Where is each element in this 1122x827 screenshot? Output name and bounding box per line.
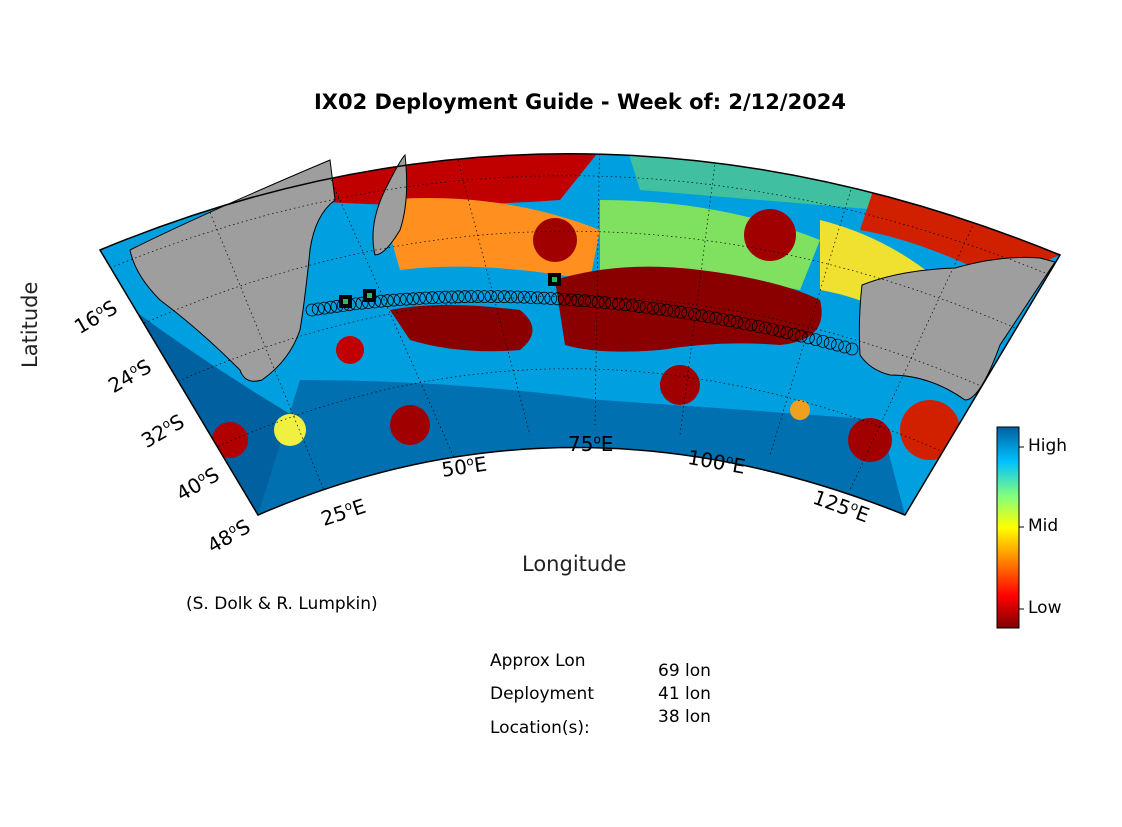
track-point: [425, 291, 439, 305]
track-point: [695, 309, 709, 323]
colorbar-high-label: High: [1028, 436, 1068, 456]
track-point: [730, 315, 744, 329]
track-point: [451, 290, 465, 304]
track-point: [660, 303, 674, 317]
map-frame: [98, 153, 1062, 516]
colorbar-mid-label: Mid: [1028, 516, 1059, 536]
track-point: [646, 301, 660, 315]
info-label-approx-lon: Approx Lon: [490, 651, 586, 671]
chart-title: IX02 Deployment Guide - Week of: 2/12/20…: [313, 90, 847, 114]
track-point: [531, 291, 544, 305]
track-point: [584, 294, 598, 308]
track-point: [831, 338, 844, 352]
track-point: [766, 323, 779, 336]
track-point: [355, 296, 369, 310]
track-point: [317, 301, 331, 315]
y-axis-label: Latitude: [18, 281, 42, 368]
track-point: [823, 336, 837, 350]
track-point: [681, 306, 695, 320]
track-point: [723, 314, 737, 328]
track-point: [464, 290, 478, 304]
track-point: [504, 290, 518, 304]
colorbar: [996, 426, 1020, 629]
africa-land: [129, 159, 336, 382]
track-point: [406, 292, 420, 306]
track-point: [491, 290, 505, 304]
track-point: [838, 340, 852, 354]
deployment-lon-value: 69 lon: [658, 661, 711, 681]
track-point: [759, 321, 772, 335]
track-point: [794, 329, 808, 343]
track-point: [544, 292, 558, 305]
track-point: [845, 342, 859, 356]
deployment-markers: [339, 273, 561, 308]
track-point: [393, 293, 407, 307]
track-point: [438, 290, 452, 304]
track-point: [497, 290, 511, 304]
track-point: [809, 333, 823, 347]
deployment-lon-value: 41 lon: [658, 684, 711, 704]
australia-land: [858, 256, 1056, 401]
track-point: [751, 320, 765, 333]
info-label-locations: Location(s):: [490, 718, 590, 738]
track-point: [716, 313, 730, 326]
track-point: [324, 300, 338, 314]
track-point: [305, 303, 319, 317]
track-point: [458, 290, 472, 304]
track-point: [517, 290, 531, 304]
track-point: [619, 298, 632, 312]
track-point: [477, 290, 491, 304]
track-point: [667, 304, 681, 318]
track-point: [311, 302, 325, 316]
track-point: [380, 294, 394, 308]
track-point: [557, 292, 571, 306]
track-point: [612, 297, 625, 311]
track-point: [787, 327, 801, 341]
track-point: [688, 308, 702, 321]
track-point: [625, 299, 639, 313]
colorbar-low-label: Low: [1028, 598, 1062, 618]
track-point: [471, 290, 485, 304]
track-point: [484, 290, 498, 304]
track-point: [571, 293, 585, 307]
track-point: [639, 300, 653, 314]
track-point: [816, 334, 830, 348]
track-point: [709, 311, 723, 325]
track-point: [744, 318, 758, 332]
track-point: [653, 302, 667, 316]
track-point: [578, 294, 591, 308]
track-point: [537, 291, 551, 305]
track-point: [432, 290, 446, 304]
track-point: [632, 300, 646, 313]
track-point: [591, 295, 605, 309]
track-point: [524, 291, 538, 304]
track-point: [400, 292, 413, 306]
track-point: [419, 291, 433, 305]
track-point: [412, 291, 426, 305]
track-point: [773, 324, 787, 338]
lon-tick-75: 75oE: [568, 432, 614, 456]
track-point: [598, 296, 612, 310]
info-label-deployment: Deployment: [490, 684, 594, 704]
x-axis-label: Longitude: [522, 552, 627, 576]
track-point: [564, 293, 578, 307]
track-point: [551, 292, 564, 306]
track-point: [511, 290, 524, 304]
track-point: [674, 305, 688, 319]
credit-text: (S. Dolk & R. Lumpkin): [186, 594, 378, 614]
ix02-track: [305, 290, 859, 356]
track-point: [387, 293, 401, 307]
madagascar-land: [372, 153, 408, 256]
track-point: [605, 296, 619, 310]
track-point: [445, 290, 459, 304]
graticule: [109, 153, 1051, 506]
track-point: [702, 310, 716, 324]
deployment-lon-value: 38 lon: [658, 707, 711, 727]
track-point: [780, 326, 794, 340]
track-point: [737, 317, 751, 331]
track-point: [802, 331, 815, 345]
